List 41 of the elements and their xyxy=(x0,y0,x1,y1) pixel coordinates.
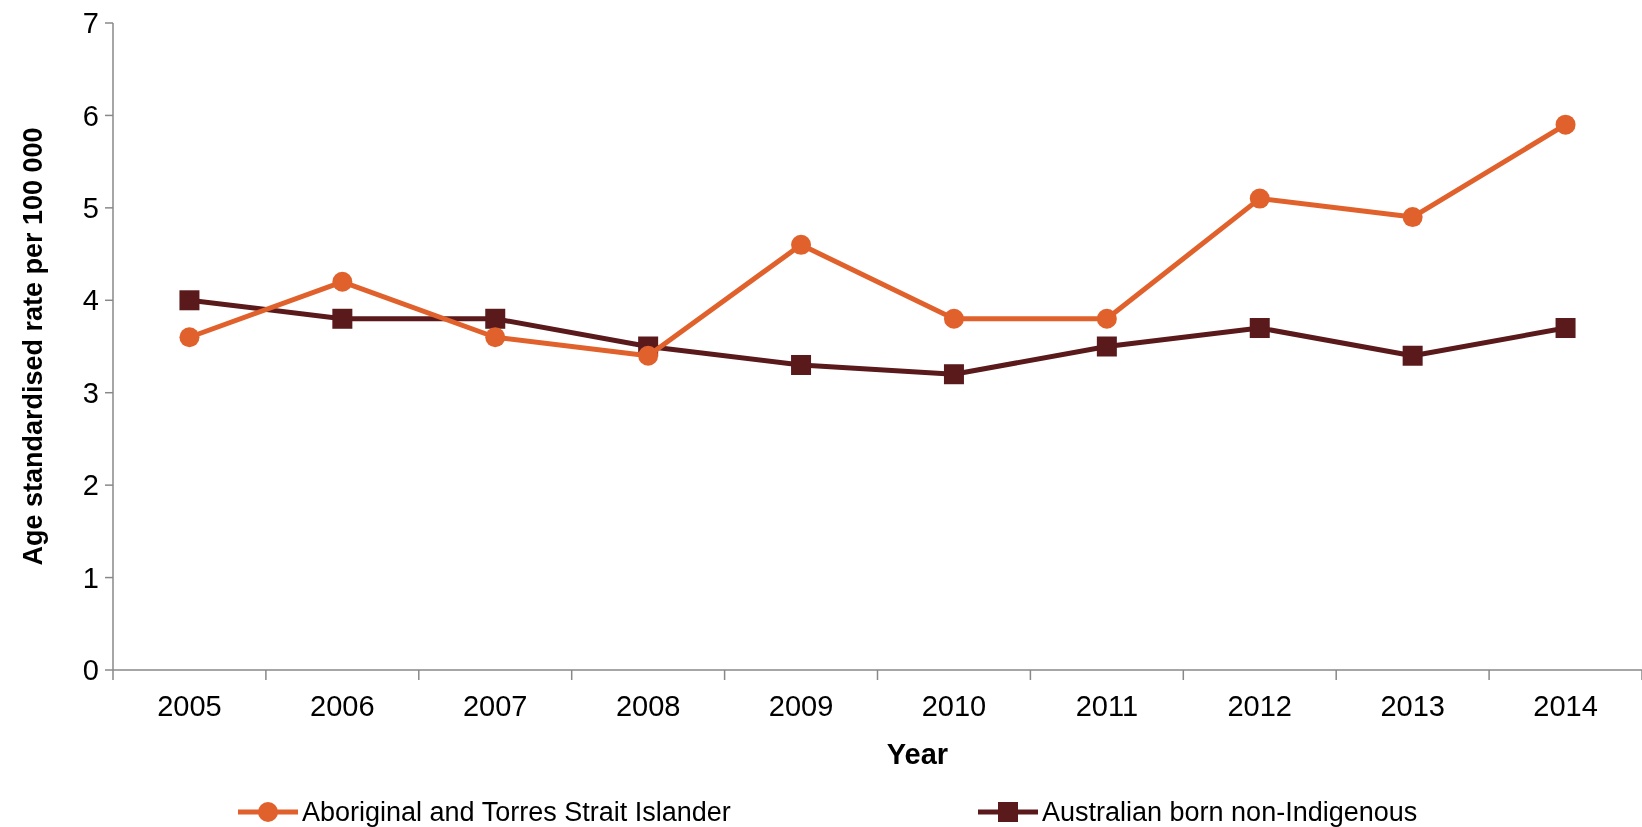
y-tick-label: 0 xyxy=(82,654,99,687)
legend-label: Aboriginal and Torres Strait Islander xyxy=(302,797,731,827)
point xyxy=(1249,188,1270,209)
point xyxy=(1402,207,1423,228)
x-tick-label: 2014 xyxy=(1533,690,1598,722)
point xyxy=(332,308,353,329)
y-tick-label: 6 xyxy=(82,99,99,132)
x-tick-label: 2011 xyxy=(1075,690,1139,722)
x-tick-label: 2007 xyxy=(462,690,528,722)
point xyxy=(332,271,353,292)
y-tick-label: 2 xyxy=(82,469,99,502)
point xyxy=(179,327,200,348)
point xyxy=(791,354,812,375)
x-axis-title: Year xyxy=(886,738,949,770)
point xyxy=(1096,336,1117,357)
point xyxy=(1555,318,1576,339)
point xyxy=(485,308,506,329)
point xyxy=(1402,345,1423,366)
x-tick-label: 2010 xyxy=(921,690,987,722)
point xyxy=(1555,114,1576,135)
legend-label: Australian born non-Indigenous xyxy=(1042,797,1418,827)
x-tick-label: 2009 xyxy=(768,690,834,722)
y-tick-label: 5 xyxy=(82,192,99,225)
point xyxy=(638,345,659,366)
point xyxy=(485,327,506,348)
x-tick-label: 2005 xyxy=(157,690,222,722)
point xyxy=(1096,308,1117,329)
x-tick-label: 2013 xyxy=(1380,690,1445,722)
x-tick-label: 2008 xyxy=(615,690,681,722)
point xyxy=(791,234,812,255)
y-axis-title: Age standardised rate per 100 000 xyxy=(18,127,48,566)
x-tick-label: 2012 xyxy=(1227,690,1293,722)
y-tick-label: 1 xyxy=(82,561,99,594)
x-tick-label: 2006 xyxy=(310,690,375,722)
y-tick-label: 7 xyxy=(82,7,99,40)
y-tick-label: 4 xyxy=(82,284,99,317)
point xyxy=(943,364,964,385)
y-tick-label: 3 xyxy=(82,376,99,409)
point xyxy=(179,290,200,311)
point xyxy=(1249,318,1270,339)
point xyxy=(943,308,964,329)
